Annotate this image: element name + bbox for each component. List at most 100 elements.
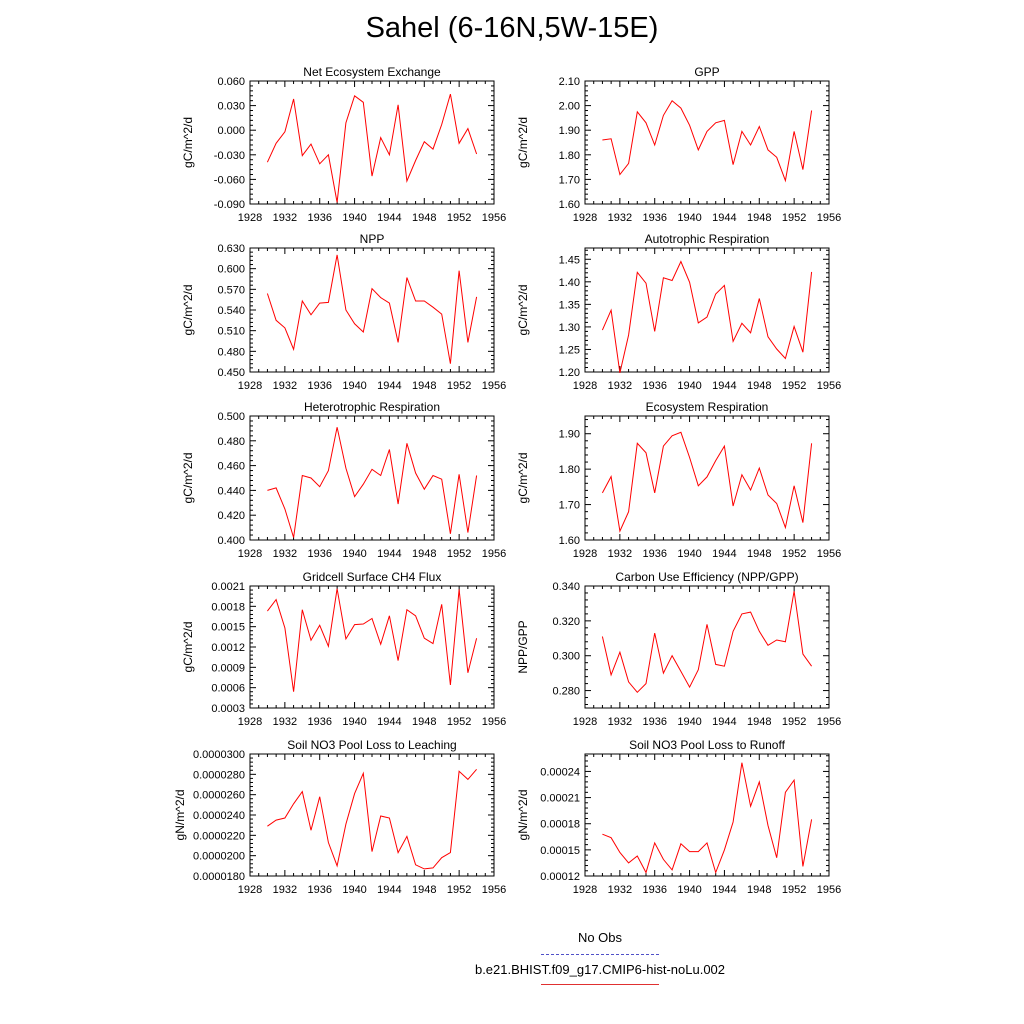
x-tick-label: 1940 [677, 548, 701, 560]
x-tick-label: 1956 [817, 380, 841, 392]
x-tick-label: 1928 [238, 884, 262, 896]
y-tick-label: 0.0000300 [193, 749, 245, 761]
y-tick-label: 0.510 [217, 326, 245, 338]
x-tick-label: 1940 [342, 548, 366, 560]
y-tick-label: 0.030 [217, 101, 245, 113]
panel-8: Carbon Use Efficiency (NPP/GPP) NPP/GPP 19… [516, 570, 841, 728]
plot-frame [584, 415, 830, 541]
y-tick-label: 0.500 [217, 411, 245, 423]
x-tick-label: 1948 [412, 212, 436, 224]
y-tick-label: 0.280 [552, 686, 580, 698]
panel-4: Autotrophic Respiration gC/m^2/d 1928 1932 1… [516, 232, 841, 392]
series-line [602, 99, 813, 183]
y-tick-label: 0.320 [552, 616, 580, 628]
x-tick-label: 1956 [817, 716, 841, 728]
x-tick-label: 1952 [782, 548, 806, 560]
y-axis-label: gC/m^2/d [516, 453, 530, 504]
y-axis-label: gC/m^2/d [516, 285, 530, 336]
x-tick-label: 1952 [782, 212, 806, 224]
series-line [267, 588, 478, 692]
x-tick-label: 1956 [482, 212, 506, 224]
series-line [267, 427, 478, 538]
x-tick-label: 1936 [307, 548, 331, 560]
y-tick-label: 0.0012 [211, 642, 245, 654]
x-tick-label: 1948 [412, 884, 436, 896]
y-tick-label: 0.480 [217, 436, 245, 448]
x-tick-label: 1928 [238, 212, 262, 224]
y-tick-label: 0.0006 [211, 683, 245, 695]
y-tick-label: 0.0021 [211, 581, 245, 593]
x-tick-label: 1952 [447, 380, 471, 392]
x-tick-label: 1944 [712, 716, 736, 728]
y-tick-label: 0.400 [217, 535, 245, 547]
panel-title: Soil NO3 Pool Loss to Leaching [287, 738, 456, 752]
y-tick-label: 0.0000220 [193, 830, 245, 842]
series-line [601, 591, 813, 694]
y-tick-label: 1.80 [559, 464, 580, 476]
x-tick-label: 1932 [273, 716, 297, 728]
x-tick-label: 1956 [817, 212, 841, 224]
x-tick-label: 1936 [642, 212, 666, 224]
y-tick-label: 1.40 [559, 277, 580, 289]
x-tick-label: 1936 [642, 380, 666, 392]
y-tick-label: 0.440 [217, 485, 245, 497]
y-tick-label: 0.0000200 [193, 851, 245, 863]
y-tick-label: 0.300 [552, 651, 580, 663]
x-tick-label: 1952 [782, 716, 806, 728]
x-tick-label: 1944 [712, 548, 736, 560]
y-tick-label: 0.0000260 [193, 790, 245, 802]
panel-9: Soil NO3 Pool Loss to Leaching gN/m^2/d 19… [173, 738, 506, 896]
series-line [266, 93, 478, 203]
y-tick-label: 1.25 [559, 344, 580, 356]
y-tick-label: 2.00 [559, 101, 580, 113]
x-tick-label: 1940 [342, 380, 366, 392]
x-tick-label: 1940 [342, 212, 366, 224]
x-tick-label: 1932 [273, 548, 297, 560]
y-axis-label: gN/m^2/d [516, 790, 530, 841]
legend-obs-swatch [541, 954, 659, 955]
x-tick-label: 1944 [712, 380, 736, 392]
x-tick-label: 1948 [747, 212, 771, 224]
y-tick-label: 0.00021 [540, 793, 580, 805]
y-tick-label: 1.35 [559, 299, 580, 311]
plot-frame [584, 247, 830, 373]
panel-1: Net Ecosystem Exchange gC/m^2/d 1928 1932 19… [181, 65, 506, 224]
y-axis-label: gC/m^2/d [516, 117, 530, 168]
x-tick-label: 1932 [608, 716, 632, 728]
series-line [601, 431, 813, 533]
y-tick-label: 0.00018 [540, 819, 580, 831]
y-tick-label: 0.0018 [211, 601, 245, 613]
y-tick-label: 0.060 [217, 76, 245, 88]
y-tick-label: -0.060 [214, 174, 245, 186]
y-tick-label: 0.0000240 [193, 810, 245, 822]
y-tick-label: 0.0000280 [193, 769, 245, 781]
x-tick-label: 1948 [747, 884, 771, 896]
y-tick-label: 0.600 [217, 264, 245, 276]
y-tick-label: 0.460 [217, 461, 245, 473]
x-tick-label: 1944 [377, 212, 401, 224]
legend-obs-label: No Obs [577, 930, 623, 945]
y-tick-label: 1.60 [559, 199, 580, 211]
x-tick-label: 1948 [747, 548, 771, 560]
x-tick-label: 1936 [642, 716, 666, 728]
x-tick-label: 1952 [447, 884, 471, 896]
y-tick-label: 0.000 [217, 125, 245, 137]
y-axis-label: NPP/GPP [516, 620, 530, 673]
x-tick-label: 1928 [573, 884, 597, 896]
panel-title: Heterotrophic Respiration [304, 400, 440, 414]
x-tick-label: 1936 [307, 716, 331, 728]
panel-title: Carbon Use Efficiency (NPP/GPP) [615, 570, 798, 584]
panel-7: Gridcell Surface CH4 Flux gC/m^2/d 1928 193… [181, 570, 506, 728]
panel-title: Autotrophic Respiration [645, 232, 770, 246]
x-tick-label: 1944 [377, 548, 401, 560]
x-tick-label: 1928 [573, 212, 597, 224]
series-line [601, 260, 813, 374]
x-tick-label: 1940 [677, 380, 701, 392]
x-tick-label: 1936 [642, 548, 666, 560]
x-tick-label: 1932 [608, 212, 632, 224]
y-tick-label: 0.00015 [540, 845, 580, 857]
plot-frame [249, 80, 495, 205]
y-tick-label: 0.450 [217, 367, 245, 379]
x-tick-label: 1948 [747, 716, 771, 728]
x-tick-label: 1936 [307, 212, 331, 224]
